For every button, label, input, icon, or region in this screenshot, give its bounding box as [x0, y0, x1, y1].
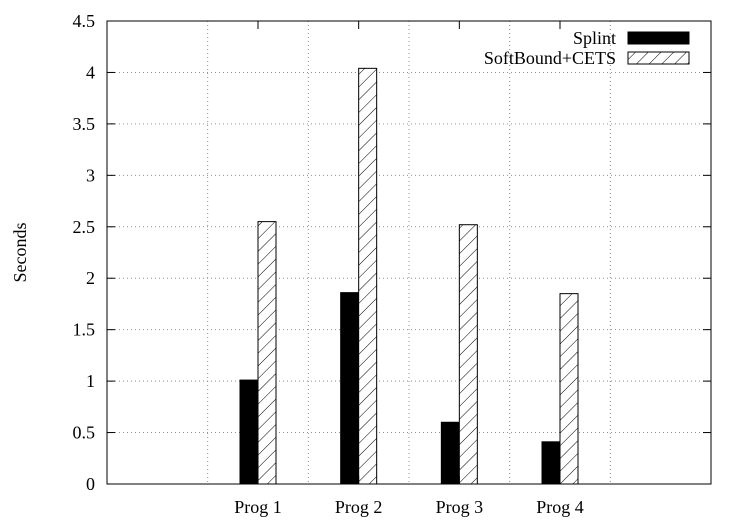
y-tick-label: 0: [86, 474, 95, 494]
grid-lines: [107, 21, 711, 484]
legend-swatch: [627, 31, 690, 45]
y-tick-label: 1.5: [73, 320, 96, 340]
bar-softbound-cets: [559, 293, 579, 485]
tick-labels: 0 0.5 1 1.5 2 2.5 3 3.5 4 4.5 Prog 1 Prog 2 Prog 3 Pr…: [73, 11, 584, 517]
x-tick-label: Prog 1: [234, 497, 282, 517]
y-tick-label: 2.5: [73, 217, 96, 237]
bar-splint: [541, 441, 561, 485]
y-tick-label: 3.5: [73, 114, 96, 134]
tick-marks: [107, 20, 711, 485]
legend-label: SoftBound+CETS: [484, 48, 616, 68]
x-tick-label: Prog 3: [436, 497, 484, 517]
y-tick-label: 3: [86, 165, 95, 185]
y-tick-label: 4.5: [73, 11, 96, 31]
y-tick-label: 4: [86, 62, 95, 82]
bar-softbound-cets: [458, 224, 478, 485]
y-tick-label: 0.5: [73, 423, 96, 443]
y-tick-label: 2: [86, 268, 95, 288]
legend-swatch: [627, 51, 690, 65]
bar-softbound-cets: [257, 221, 277, 485]
y-tick-label: 1: [86, 371, 95, 391]
x-tick-label: Prog 2: [335, 497, 383, 517]
plot-frame: [106, 20, 712, 485]
bar-splint: [340, 292, 360, 485]
bar-splint: [239, 379, 259, 485]
y-axis-label: Seconds: [10, 223, 30, 283]
x-tick-label: Prog 4: [536, 497, 584, 517]
legend-label: Splint: [573, 28, 616, 48]
bar-softbound-cets: [358, 67, 378, 485]
bars: [239, 67, 579, 485]
bar-splint: [440, 421, 460, 485]
